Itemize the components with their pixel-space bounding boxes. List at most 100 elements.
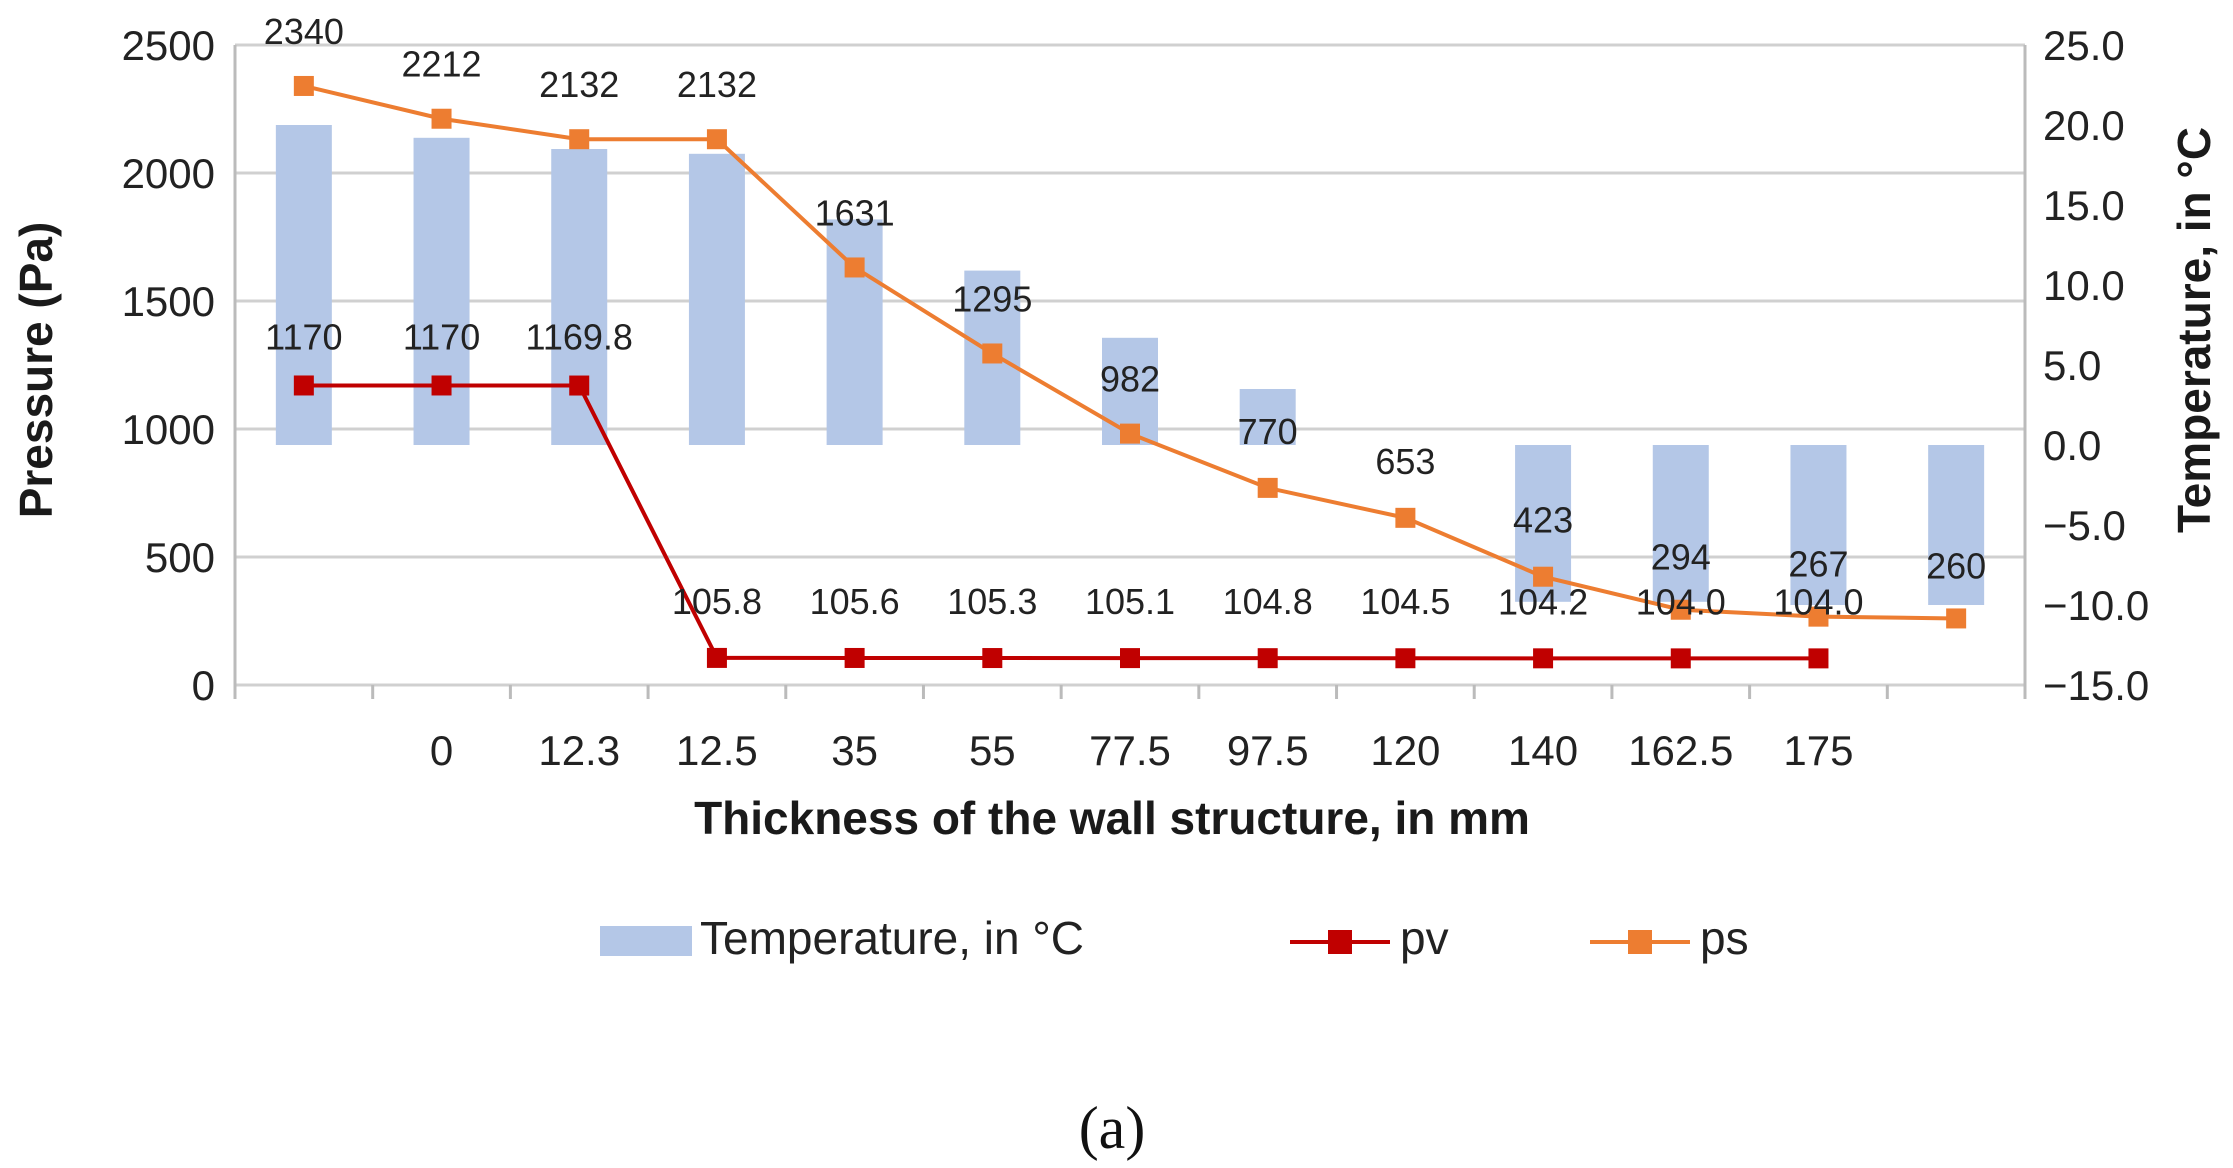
pv-point xyxy=(1670,648,1691,669)
ps-point xyxy=(1533,566,1554,587)
ps-point xyxy=(982,343,1003,364)
ps-data-label: 770 xyxy=(1238,411,1298,452)
temperature-bar xyxy=(1790,445,1847,605)
y-right-tick-label: 25.0 xyxy=(2043,22,2125,69)
temperature-bar xyxy=(1652,445,1709,602)
temperature-bar xyxy=(1928,445,1985,605)
pv-point xyxy=(1120,648,1140,669)
x-tick-label: 35 xyxy=(831,727,878,774)
temperature-bar xyxy=(826,219,883,445)
pv-data-label: 105.1 xyxy=(1085,581,1175,622)
ps-data-label: 2132 xyxy=(677,64,757,105)
ps-data-label: 2212 xyxy=(401,44,481,85)
temperature-bars xyxy=(275,125,1985,605)
y-right-tick-label: 0.0 xyxy=(2043,422,2101,469)
pv-data-label: 105.6 xyxy=(810,581,900,622)
ps-data-label: 260 xyxy=(1926,545,1986,586)
ps-data-label: 2340 xyxy=(264,11,344,52)
x-tick-label: 77.5 xyxy=(1089,727,1171,774)
y-right-tick-label: −5.0 xyxy=(2043,502,2126,549)
pv-point xyxy=(293,375,314,396)
pv-point xyxy=(706,647,727,668)
legend-label-temperature: Temperature, in °C xyxy=(700,912,1084,964)
y-right-tick-label: −15.0 xyxy=(2043,662,2149,709)
axes xyxy=(233,45,2027,699)
pv-data-label: 1170 xyxy=(265,316,342,357)
ps-point xyxy=(1257,477,1278,498)
y-left-tick-label: 500 xyxy=(145,534,215,581)
temperature-bar xyxy=(688,153,745,446)
pressure-lines xyxy=(293,75,1967,669)
y-right-tick-label: 15.0 xyxy=(2043,182,2125,229)
y-right-tick-label: 5.0 xyxy=(2043,342,2101,389)
y-left-tick-label: 1500 xyxy=(122,278,215,325)
ps-data-label: 294 xyxy=(1651,537,1711,578)
pv-point xyxy=(982,648,1003,669)
legend-label-pv: pv xyxy=(1400,912,1449,964)
pv-point xyxy=(1533,648,1554,669)
ps-data-label: 1631 xyxy=(815,192,895,233)
y-right-tick-label: −10.0 xyxy=(2043,582,2149,629)
ps-point xyxy=(569,129,590,150)
y-right-tick-label: 20.0 xyxy=(2043,102,2125,149)
pv-point xyxy=(569,375,590,396)
legend-label-ps: ps xyxy=(1700,912,1749,964)
y-left-tick-label: 0 xyxy=(192,662,215,709)
pv-point xyxy=(431,375,452,396)
legend: Temperature, in °C pv ps xyxy=(600,912,1749,964)
x-tick-label: 12.3 xyxy=(538,727,620,774)
ps-point xyxy=(1120,423,1140,444)
legend-swatch-temperature xyxy=(600,926,692,956)
ps-point xyxy=(1946,608,1967,629)
pv-data-label: 104.8 xyxy=(1223,581,1313,622)
data-labels: 1170 1170 1169.8 105.8 105.6 105.3 105.1 104.8 1… xyxy=(264,11,1986,622)
legend-marker-ps xyxy=(1628,930,1652,954)
temperature-bar xyxy=(275,125,332,445)
temperature-bar xyxy=(413,137,470,446)
ps-data-label: 423 xyxy=(1513,500,1573,541)
figure-caption: (a) xyxy=(1079,1095,1146,1161)
y-axis-right-title: Temperature, in °C xyxy=(2168,127,2220,533)
y-axis-left-title: Pressure (Pa) xyxy=(10,222,62,519)
pv-line xyxy=(303,383,1819,661)
pv-data-label: 104.2 xyxy=(1498,581,1588,622)
ps-point xyxy=(293,75,314,96)
ps-point xyxy=(844,257,865,278)
pv-data-label: 104.5 xyxy=(1360,581,1450,622)
ps-data-label: 267 xyxy=(1788,544,1848,585)
pv-data-label: 105.3 xyxy=(947,581,1037,622)
ps-point xyxy=(706,129,727,150)
ps-point xyxy=(431,108,452,129)
y-left-tick-label: 2000 xyxy=(122,150,215,197)
x-tick-label: 175 xyxy=(1783,727,1853,774)
x-axis-title: Thickness of the wall structure, in mm xyxy=(694,792,1530,844)
x-tick-label: 12.5 xyxy=(676,727,758,774)
tick-labels: 0 500 1000 1500 2000 2500 −15.0 −10.0 −5.0 0.0 5.0… xyxy=(122,22,2150,774)
ps-data-label: 1295 xyxy=(952,278,1032,319)
ps-data-label: 653 xyxy=(1375,441,1435,482)
pv-data-label: 1169.8 xyxy=(526,317,633,358)
ps-point xyxy=(1670,599,1691,620)
legend-marker-pv xyxy=(1328,930,1352,954)
pv-data-label: 104.0 xyxy=(1636,581,1726,622)
ps-point xyxy=(1395,507,1416,528)
pv-point xyxy=(844,647,865,668)
temperature-bar xyxy=(1239,389,1296,445)
pv-data-label: 104.0 xyxy=(1773,581,1863,622)
ps-data-label: 982 xyxy=(1100,359,1160,400)
x-tick-label: 97.5 xyxy=(1227,727,1309,774)
x-tick-label: 140 xyxy=(1508,727,1578,774)
x-tick-label: 120 xyxy=(1370,727,1440,774)
pv-data-label: 105.8 xyxy=(672,581,762,622)
x-tick-label: 55 xyxy=(969,727,1016,774)
temperature-bar xyxy=(551,149,608,445)
y-left-tick-label: 1000 xyxy=(122,406,215,453)
x-tick-label: 162.5 xyxy=(1628,727,1733,774)
pv-point xyxy=(1395,648,1416,669)
x-tick-label: 0 xyxy=(430,727,453,774)
pv-point xyxy=(1808,648,1829,669)
ps-data-label: 2132 xyxy=(539,64,619,105)
y-left-tick-label: 2500 xyxy=(122,22,215,69)
pv-data-label: 1170 xyxy=(403,316,480,357)
